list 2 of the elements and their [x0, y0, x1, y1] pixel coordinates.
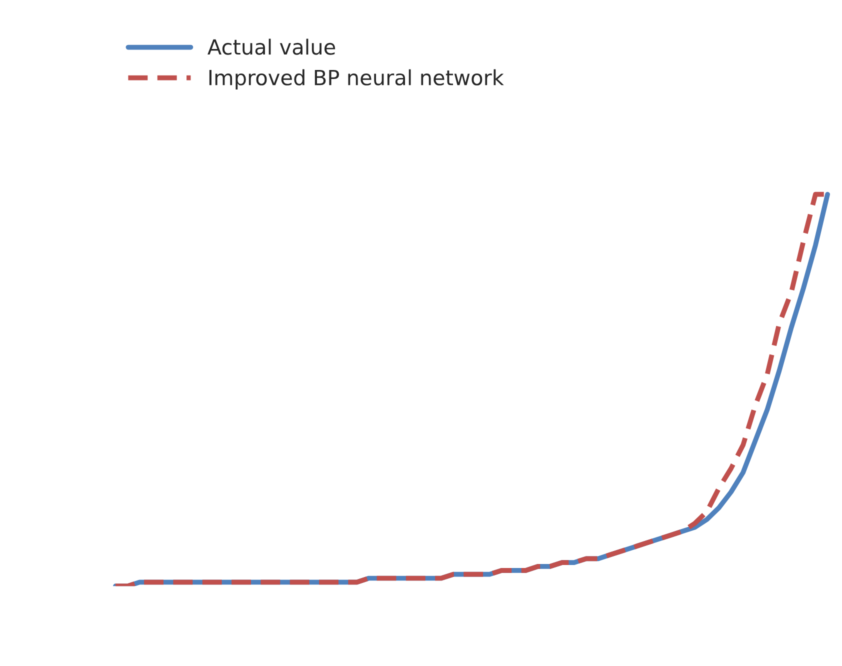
legend-label: Actual value: [208, 38, 336, 55]
legend-label: Improved BP neural network: [209, 69, 504, 90]
